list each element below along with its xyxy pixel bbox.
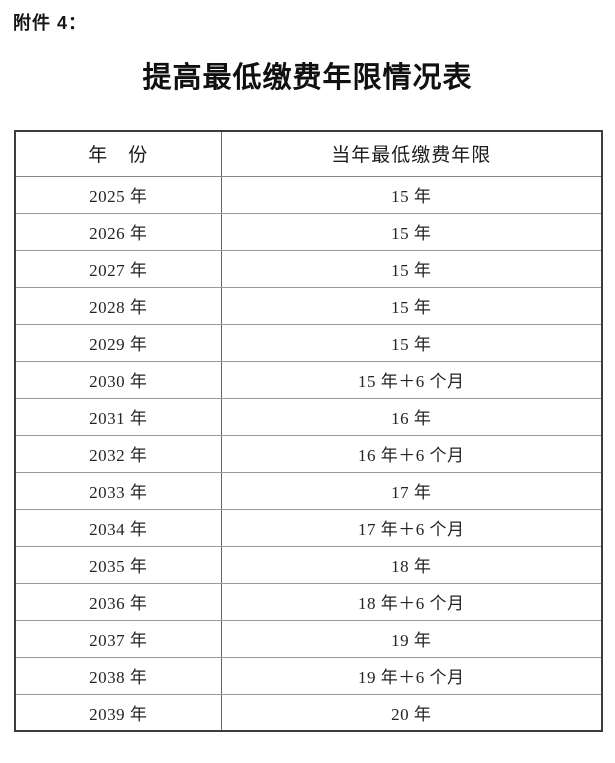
table-row: 2035 年 18 年 [15, 546, 602, 584]
min-contribution-cell: 15 年 [221, 324, 602, 362]
table-row: 2029 年 15 年 [15, 324, 602, 362]
table-row: 2039 年 20 年 [15, 694, 602, 731]
table-row: 2028 年 15 年 [15, 287, 602, 325]
table-header-row: 年 份 当年最低缴费年限 [15, 131, 602, 177]
min-contribution-cell: 19 年＋6 个月 [221, 657, 602, 695]
table-row: 2026 年 15 年 [15, 213, 602, 251]
year-cell: 2028 年 [15, 287, 222, 325]
table-row: 2025 年 15 年 [15, 176, 602, 214]
table-row: 2033 年 17 年 [15, 472, 602, 510]
table-row: 2038 年 19 年＋6 个月 [15, 657, 602, 695]
min-contribution-cell: 18 年 [221, 546, 602, 584]
min-contribution-cell: 15 年 [221, 176, 602, 214]
table-row: 2037 年 19 年 [15, 620, 602, 658]
year-cell: 2036 年 [15, 583, 222, 621]
min-contribution-cell: 20 年 [391, 704, 432, 724]
table-row: 2031 年 16 年 [15, 398, 602, 436]
min-contribution-cell: 15 年 [221, 250, 602, 288]
attachment-label: 附件 4： [13, 13, 88, 33]
min-contribution-cell: 15 年＋6 个月 [221, 361, 602, 399]
year-cell: 2034 年 [15, 509, 222, 547]
min-contribution-cell: 19 年 [221, 620, 602, 658]
year-cell: 2026 年 [15, 213, 222, 251]
year-cell: 2031 年 [15, 398, 222, 436]
table-row: 2027 年 15 年 [15, 250, 602, 288]
header-min-contribution: 当年最低缴费年限 [221, 131, 602, 177]
year-cell: 2038 年 [15, 657, 222, 695]
year-cell: 2032 年 [15, 435, 222, 473]
min-contribution-cell: 16 年＋6 个月 [221, 435, 602, 473]
min-contribution-cell: 15 年 [221, 287, 602, 325]
year-cell: 2029 年 [15, 324, 222, 362]
table-row: 2034 年 17 年＋6 个月 [15, 509, 602, 547]
min-contribution-cell: 18 年＋6 个月 [221, 583, 602, 621]
year-cell: 2039 年 [15, 694, 222, 731]
table-row: 2030 年 15 年＋6 个月 [15, 361, 602, 399]
table-body: 2025 年 15 年 2026 年 15 年 2027 年 15 年 2028 年 15 年… [15, 176, 602, 731]
year-cell: 2033 年 [15, 472, 222, 510]
year-cell: 2027 年 [15, 250, 222, 288]
table-row: 2036 年 18 年＋6 个月 [15, 583, 602, 621]
year-cell: 2025 年 [15, 176, 222, 214]
table-header: 年 份 当年最低缴费年限 [15, 131, 602, 177]
min-contribution-cell: 16 年 [221, 398, 602, 436]
year-cell: 2035 年 [15, 546, 222, 584]
min-contribution-cell: 15 年 [221, 213, 602, 251]
table-row: 2032 年 16 年＋6 个月 [15, 435, 602, 473]
min-contribution-cell: 17 年＋6 个月 [221, 509, 602, 547]
min-contribution-cell: 17 年 [221, 472, 602, 510]
year-cell: 2030 年 [15, 361, 222, 399]
header-year: 年 份 [15, 131, 222, 177]
year-cell: 2037 年 [15, 620, 222, 658]
page-title: 提高最低缴费年限情况表 [142, 62, 473, 94]
